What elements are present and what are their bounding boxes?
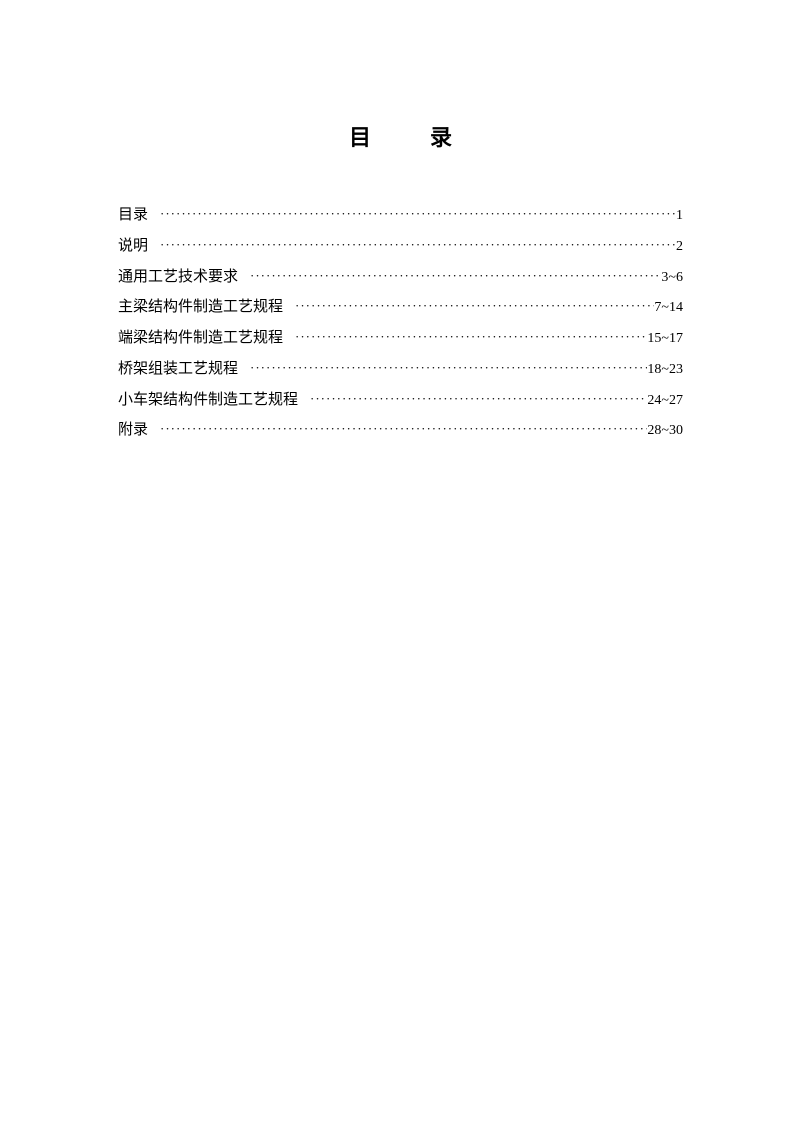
toc-list: 目录 1 说明 2 通用工艺技术要求 3~6 主梁结构件制造工艺规程 7~14 … [118, 200, 683, 446]
toc-dots [250, 263, 661, 290]
toc-dots [160, 201, 676, 228]
toc-label: 目录 [118, 200, 148, 231]
toc-page-number: 18~23 [647, 356, 683, 385]
toc-label: 桥架组装工艺规程 [118, 354, 238, 385]
toc-label: 端梁结构件制造工艺规程 [118, 323, 283, 354]
toc-item: 小车架结构件制造工艺规程 24~27 [118, 385, 683, 416]
toc-label: 通用工艺技术要求 [118, 262, 238, 293]
title-char-1: 目 [349, 120, 371, 152]
toc-label: 附录 [118, 415, 148, 446]
toc-item: 目录 1 [118, 200, 683, 231]
toc-page-number: 2 [676, 233, 683, 262]
toc-page-number: 7~14 [654, 294, 683, 323]
toc-dots [160, 232, 676, 259]
title-char-2: 录 [430, 120, 452, 152]
toc-dots [160, 416, 647, 443]
toc-item: 说明 2 [118, 231, 683, 262]
toc-item: 通用工艺技术要求 3~6 [118, 262, 683, 293]
toc-dots [310, 386, 647, 413]
page-title: 目 录 [118, 120, 683, 152]
toc-page-number: 28~30 [647, 417, 683, 446]
toc-label: 小车架结构件制造工艺规程 [118, 385, 298, 416]
toc-page-number: 3~6 [661, 264, 683, 293]
toc-page-number: 15~17 [647, 325, 683, 354]
toc-item: 桥架组装工艺规程 18~23 [118, 354, 683, 385]
toc-item: 主梁结构件制造工艺规程 7~14 [118, 292, 683, 323]
toc-item: 端梁结构件制造工艺规程 15~17 [118, 323, 683, 354]
toc-dots [295, 324, 647, 351]
document-page: 目 录 目录 1 说明 2 通用工艺技术要求 3~6 主梁结构件制造工艺规程 7… [0, 0, 793, 446]
toc-page-number: 24~27 [647, 387, 683, 416]
toc-dots [295, 293, 654, 320]
toc-dots [250, 355, 647, 382]
toc-item: 附录 28~30 [118, 415, 683, 446]
toc-page-number: 1 [676, 202, 683, 231]
toc-label: 主梁结构件制造工艺规程 [118, 292, 283, 323]
toc-label: 说明 [118, 231, 148, 262]
